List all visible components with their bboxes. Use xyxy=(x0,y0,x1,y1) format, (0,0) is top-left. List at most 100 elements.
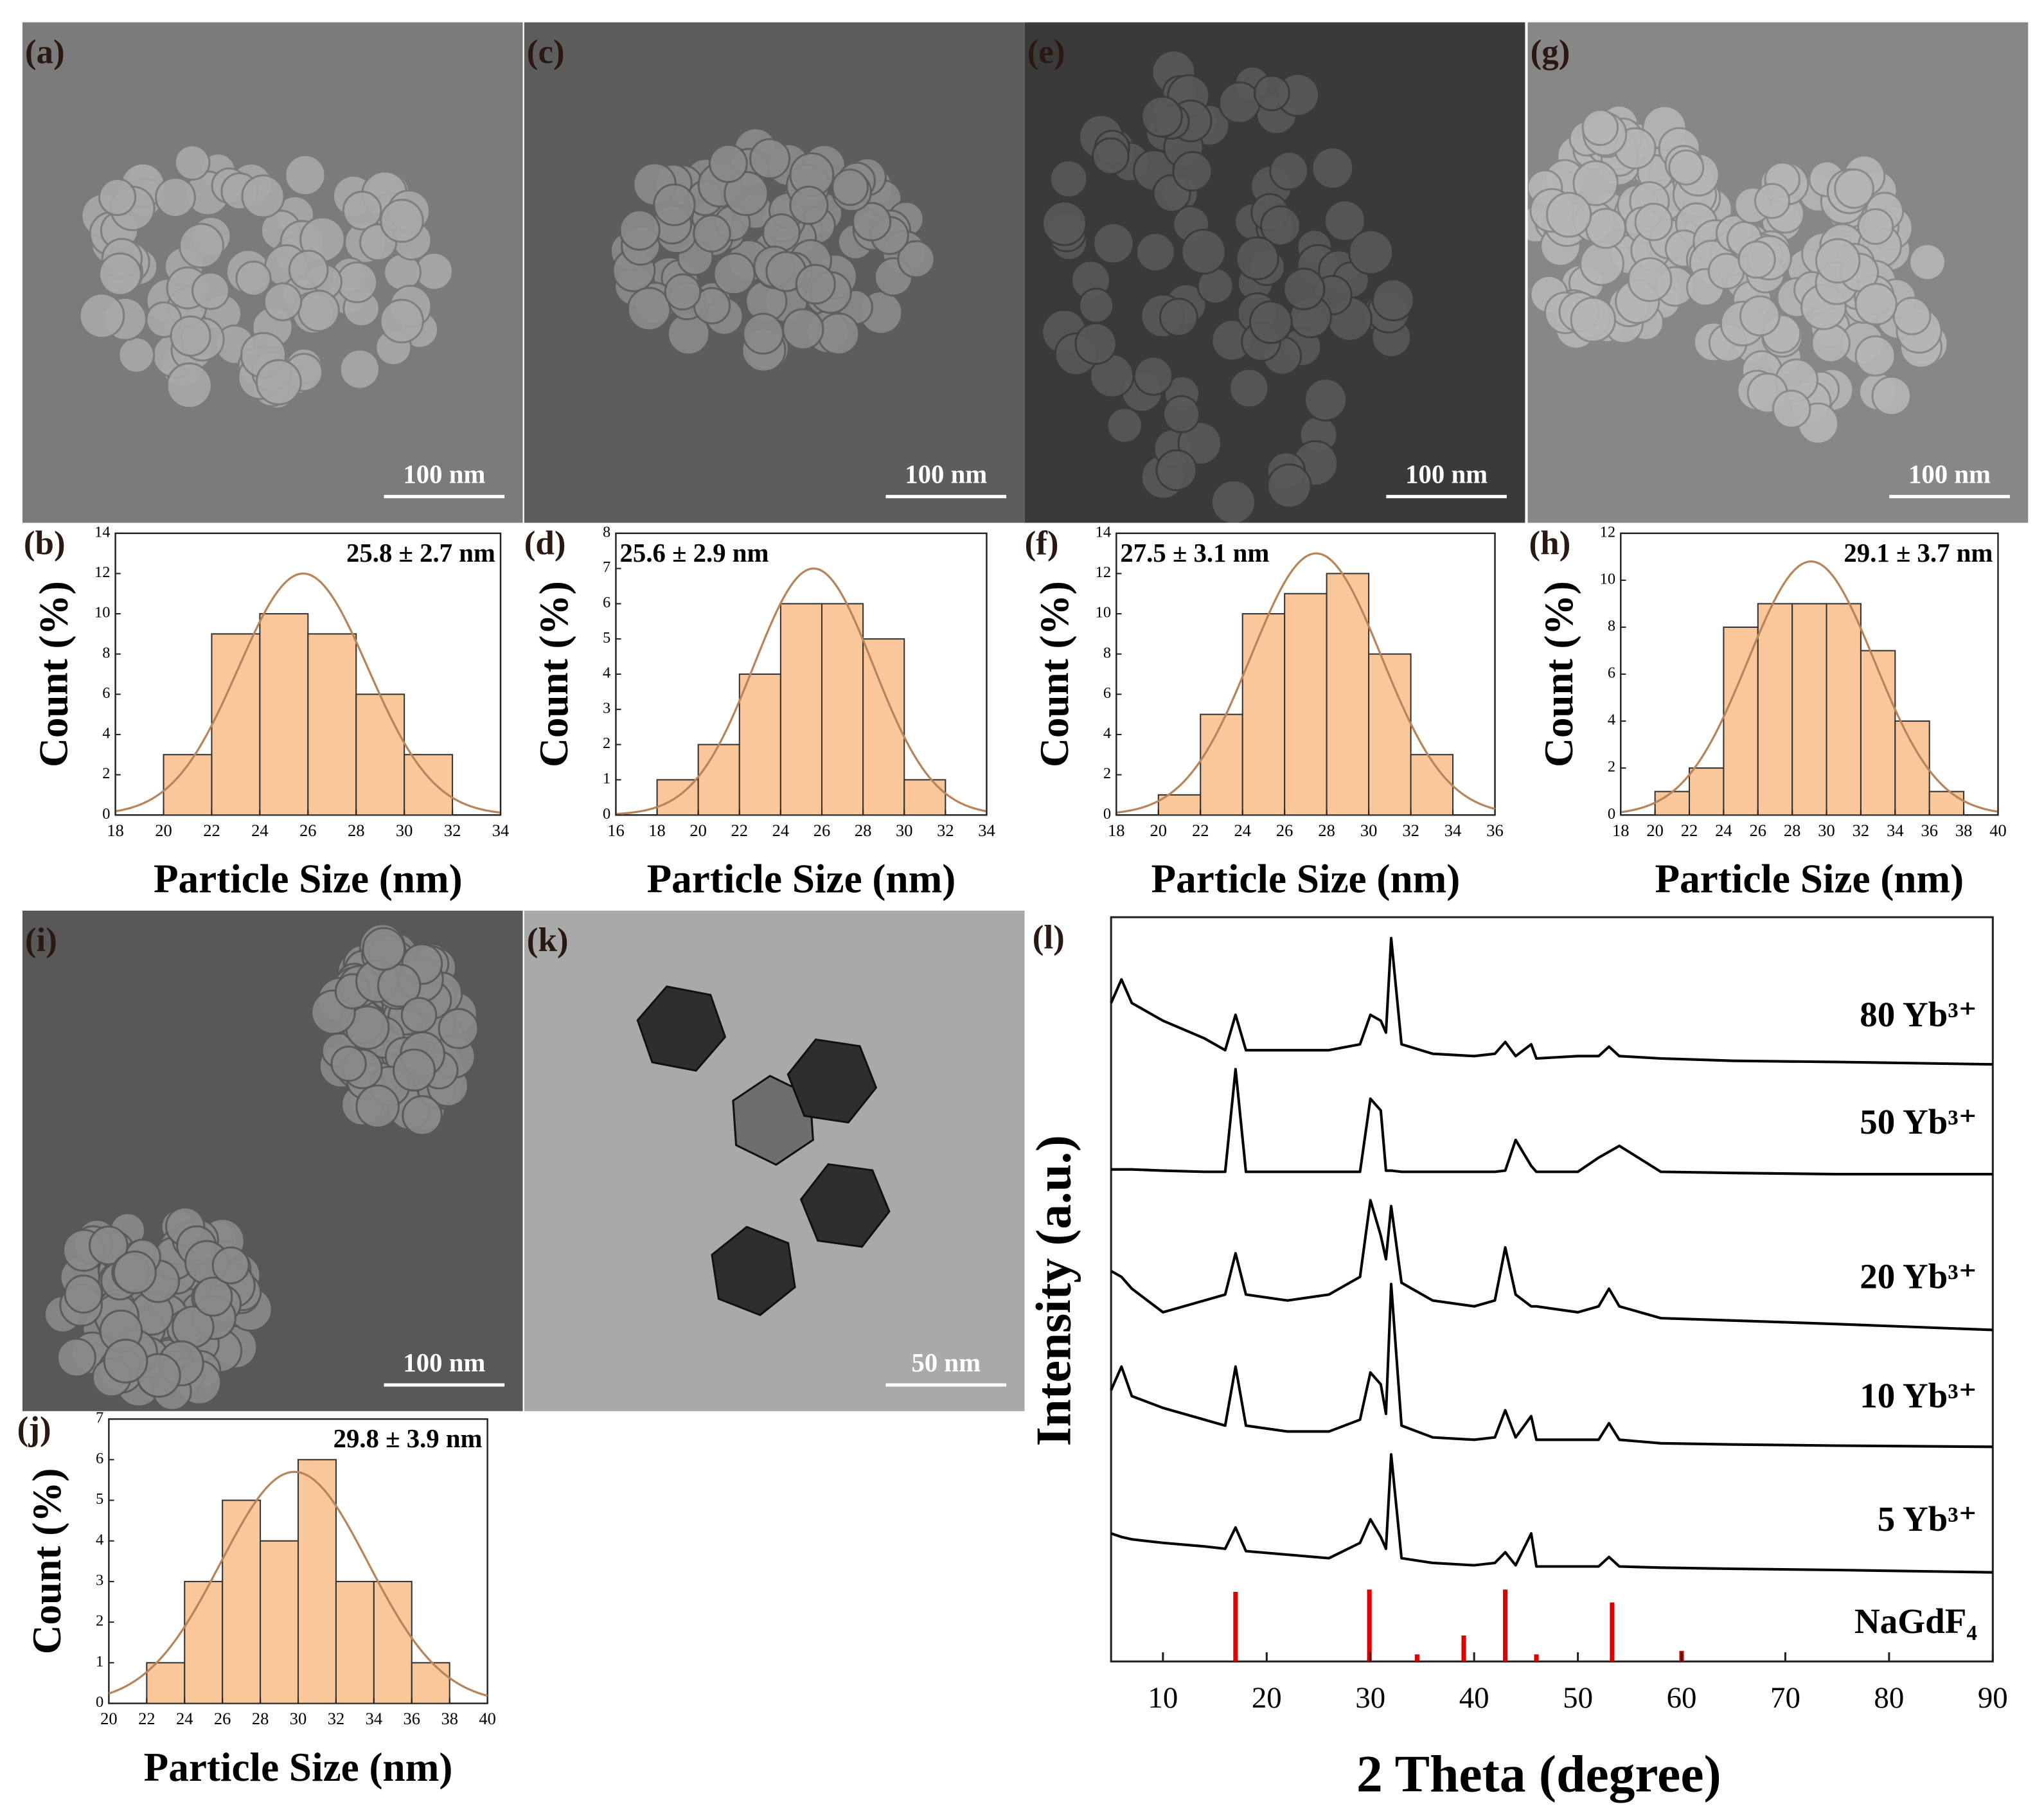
y-tick-label: 6 xyxy=(1103,684,1111,702)
particle xyxy=(1180,228,1227,275)
x-axis-label: Particle Size (nm) xyxy=(144,1745,453,1790)
plot-frame xyxy=(1110,916,1994,1663)
micrograph xyxy=(1527,22,2029,523)
x-tick-label: 16 xyxy=(607,821,625,840)
particle xyxy=(379,298,424,344)
x-tick-label: 36 xyxy=(1921,821,1938,840)
particle xyxy=(693,214,731,253)
y-tick-label: 0 xyxy=(102,805,110,823)
y-tick-label: 10 xyxy=(1096,604,1111,621)
particle xyxy=(1091,137,1130,175)
y-axis-label: Intensity (a.u.) xyxy=(1026,1135,1081,1446)
particle xyxy=(897,240,936,279)
panel-label: (g) xyxy=(1531,33,1570,71)
x-tick-label: 32 xyxy=(1853,821,1870,840)
particle xyxy=(392,1048,436,1092)
fit-curve xyxy=(616,567,987,816)
particle xyxy=(713,252,756,296)
bar xyxy=(821,603,864,816)
particle xyxy=(400,997,438,1033)
panel-label: (e) xyxy=(1027,33,1065,71)
y-tick-label: 2 xyxy=(603,735,610,752)
particle xyxy=(98,177,137,217)
particle xyxy=(178,222,224,269)
particle xyxy=(1172,150,1213,192)
y-tick-label: 8 xyxy=(603,523,610,540)
x-tick-label: 32 xyxy=(328,1709,345,1728)
micrograph xyxy=(524,22,1025,523)
particle xyxy=(1266,463,1312,509)
y-tick-label: 0 xyxy=(1608,805,1615,823)
series-label: 80 Yb³⁺ xyxy=(1860,995,1977,1034)
particle xyxy=(1078,287,1115,324)
particle xyxy=(1283,267,1326,310)
y-tick-label: 1 xyxy=(603,770,610,787)
xrd-pattern xyxy=(1110,1453,1993,1574)
particle xyxy=(118,336,156,374)
bar xyxy=(1860,650,1896,816)
panel-label: (k) xyxy=(527,922,569,959)
y-tick-label: 0 xyxy=(603,805,610,823)
particle xyxy=(235,260,272,297)
particle xyxy=(782,308,824,351)
annotation: 27.5 ± 3.1 nm xyxy=(1120,539,1269,567)
x-tick-label: 30 xyxy=(1818,821,1835,840)
bar xyxy=(1757,603,1793,816)
x-axis-label: Particle Size (nm) xyxy=(647,857,956,902)
x-tick-label: 30 xyxy=(896,821,913,840)
particle xyxy=(1581,109,1619,147)
particle xyxy=(193,1276,233,1317)
particle xyxy=(1141,95,1183,138)
x-tick-label: 22 xyxy=(1192,821,1209,840)
panel-label: (a) xyxy=(25,33,65,71)
x-tick-label: 22 xyxy=(1681,821,1698,840)
particle xyxy=(89,1226,129,1265)
particle xyxy=(1210,479,1256,523)
particle xyxy=(1815,238,1861,284)
bar xyxy=(903,779,946,816)
series-label: 5 Yb³⁺ xyxy=(1878,1499,1977,1539)
x-tick-label: 32 xyxy=(444,821,461,840)
particle xyxy=(1627,257,1673,302)
particle xyxy=(761,213,801,252)
bar xyxy=(404,754,454,816)
panel-label: (i) xyxy=(25,922,57,959)
y-tick-label: 5 xyxy=(96,1490,103,1508)
y-tick-label: 4 xyxy=(96,1531,103,1548)
x-tick-label: 28 xyxy=(1784,821,1800,840)
series-label: 20 Yb³⁺ xyxy=(1860,1257,1977,1296)
x-tick-label: 50 xyxy=(1563,1681,1593,1715)
xrd-pattern xyxy=(1111,1067,1993,1176)
x-tick-label: 40 xyxy=(1459,1681,1489,1715)
particle xyxy=(1218,81,1261,124)
x-axis-label: 2 Theta (degree) xyxy=(1356,1745,1721,1803)
y-tick-label: 10 xyxy=(94,604,110,621)
x-tick-label: 24 xyxy=(1715,821,1732,840)
particle xyxy=(831,168,869,206)
bar xyxy=(259,613,309,816)
y-tick-label: 2 xyxy=(96,1612,103,1630)
bar xyxy=(1284,593,1328,816)
x-tick-label: 38 xyxy=(441,1709,458,1728)
y-tick-label: 6 xyxy=(1608,665,1615,682)
particle xyxy=(1668,149,1705,186)
x-tick-label: 34 xyxy=(1444,821,1462,840)
xrd-pattern xyxy=(1110,1199,1993,1332)
bar xyxy=(373,1580,413,1704)
particle xyxy=(362,927,406,971)
particle xyxy=(173,144,211,181)
x-tick-label: 26 xyxy=(1276,821,1293,840)
bar xyxy=(1241,613,1286,816)
annotation: 25.8 ± 2.7 nm xyxy=(346,539,495,567)
panel-label: (d) xyxy=(524,524,566,562)
particle xyxy=(438,1008,479,1049)
panel-label: (l) xyxy=(1033,919,1065,956)
particle xyxy=(355,1084,400,1129)
micrograph xyxy=(22,911,523,1411)
y-tick-label: 5 xyxy=(603,629,610,647)
x-tick-label: 22 xyxy=(138,1709,156,1728)
y-tick-label: 2 xyxy=(1608,758,1615,776)
y-tick-label: 4 xyxy=(1103,725,1111,742)
y-tick-label: 4 xyxy=(603,665,610,682)
